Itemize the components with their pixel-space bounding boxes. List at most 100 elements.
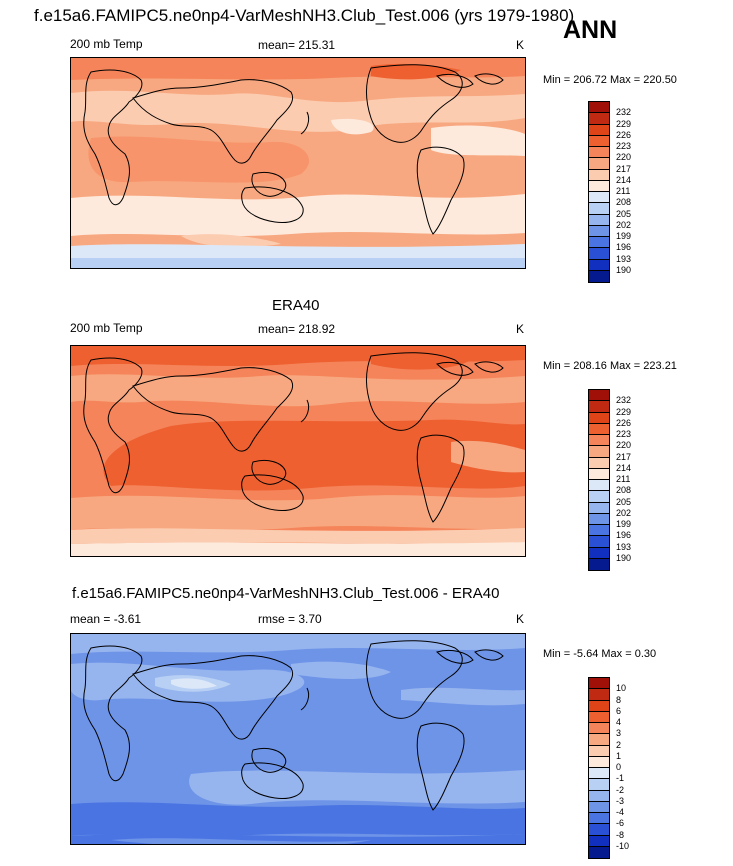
panel2-colorbar [588, 389, 610, 571]
colorbar-tick-label: 223 [616, 141, 632, 151]
colorbar-box [589, 248, 609, 260]
panel1-units: K [516, 38, 525, 52]
colorbar-box [589, 401, 609, 413]
panel2-units: K [516, 322, 525, 336]
colorbar-tick-label: 214 [616, 462, 632, 473]
colorbar-tick-label: 226 [616, 417, 632, 428]
colorbar-box [589, 790, 609, 802]
colorbar-box [589, 801, 609, 813]
colorbar-tick-label: 6 [616, 705, 622, 716]
colorbar-box [589, 457, 609, 469]
colorbar-tick-label: 196 [616, 530, 632, 541]
colorbar-tick-label: 229 [616, 118, 632, 129]
colorbar-box [589, 723, 609, 735]
colorbar-tick-label: 220 [616, 152, 632, 163]
colorbar-box [589, 745, 609, 757]
colorbar-box [589, 102, 609, 114]
colorbar-tick-label: 193 [616, 541, 632, 552]
colorbar-box [589, 502, 609, 514]
colorbar-box [589, 147, 609, 159]
colorbar-tick-label: -8 [616, 829, 625, 840]
colorbar-box [589, 158, 609, 170]
panel2-variable: 200 mb Temp [70, 321, 143, 335]
colorbar-box [589, 768, 609, 780]
page-title: f.e15a6.FAMIPC5.ne0np4-VarMeshNH3.Club_T… [34, 6, 575, 25]
colorbar-box [589, 225, 609, 237]
panel2-field [71, 346, 525, 556]
colorbar-box [589, 203, 609, 215]
panel1-minmax: Min = 206.72 Max = 220.50 [543, 74, 677, 86]
colorbar-box [589, 734, 609, 746]
panel2-mean: mean= 218.92 [258, 322, 336, 336]
colorbar-box [589, 412, 609, 424]
season-label: ANN [563, 16, 618, 44]
colorbar-box [589, 192, 609, 204]
colorbar-box [589, 480, 609, 492]
colorbar-box [589, 169, 609, 181]
colorbar-box [589, 525, 609, 537]
colorbar-tick-label: 232 [616, 395, 632, 406]
colorbar-tick-label: -10 [616, 840, 630, 851]
colorbar-tick-label: 211 [616, 186, 631, 196]
colorbar-tick-label: 0 [616, 762, 622, 772]
colorbar-tick-label: -4 [616, 807, 625, 817]
colorbar-box [589, 423, 609, 435]
panel2-title: ERA40 [272, 297, 320, 314]
colorbar-box [589, 711, 609, 723]
colorbar-box [589, 700, 609, 712]
colorbar-box [589, 135, 609, 147]
colorbar-tick-label: 220 [616, 440, 632, 451]
colorbar-box [589, 113, 609, 125]
colorbar-tick-label: 1 [616, 750, 622, 761]
panel3-map [70, 633, 526, 845]
colorbar-tick-label: 190 [616, 264, 632, 275]
panel3-units: K [516, 612, 525, 626]
panel1-map [70, 57, 526, 269]
panel3-field [71, 634, 525, 844]
colorbar-tick-label: 190 [616, 552, 632, 563]
colorbar-box [589, 835, 609, 847]
colorbar-box [589, 491, 609, 503]
colorbar-box [589, 813, 609, 825]
panel3-minmax: Min = -5.64 Max = 0.30 [543, 648, 657, 660]
colorbar-tick-label: -3 [616, 795, 625, 806]
colorbar-box [589, 547, 609, 559]
panel1-variable: 200 mb Temp [70, 37, 143, 51]
colorbar-box [589, 270, 609, 282]
colorbar-box [589, 756, 609, 768]
colorbar-tick-label: 211 [616, 474, 631, 484]
colorbar-box [589, 536, 609, 548]
colorbar-tick-label: 8 [616, 694, 622, 705]
colorbar-tick-label: 232 [616, 107, 632, 118]
colorbar-box [589, 390, 609, 402]
colorbar-tick-label: 205 [616, 496, 632, 507]
colorbar-tick-label: 205 [616, 208, 632, 219]
colorbar-tick-label: 208 [616, 485, 632, 496]
colorbar-tick-label: 2 [616, 739, 622, 750]
colorbar-box [589, 124, 609, 136]
colorbar-tick-label: 223 [616, 429, 632, 439]
panel1-colorbar [588, 101, 610, 283]
panel2-minmax: Min = 208.16 Max = 223.21 [543, 360, 677, 372]
colorbar-box [589, 214, 609, 226]
colorbar-tick-label: 202 [616, 219, 632, 230]
colorbar-tick-label: 199 [616, 519, 632, 529]
colorbar-box [589, 180, 609, 192]
colorbar-tick-label: 4 [616, 717, 622, 727]
colorbar-tick-label: 193 [616, 253, 632, 264]
colorbar-tick-label: 214 [616, 174, 632, 185]
panel3-rmse: rmse = 3.70 [258, 612, 322, 626]
colorbar-box [589, 678, 609, 690]
colorbar-tick-label: 196 [616, 242, 632, 253]
colorbar-box [589, 259, 609, 271]
colorbar-tick-label: -1 [616, 773, 625, 784]
colorbar-box [589, 689, 609, 701]
colorbar-box [589, 513, 609, 525]
panel1-mean: mean= 215.31 [258, 38, 336, 52]
colorbar-box [589, 446, 609, 458]
colorbar-box [589, 846, 609, 858]
panel3-mean: mean = -3.61 [70, 612, 142, 626]
colorbar-tick-label: -6 [616, 818, 625, 829]
colorbar-box [589, 558, 609, 570]
colorbar-tick-label: 3 [616, 728, 622, 739]
